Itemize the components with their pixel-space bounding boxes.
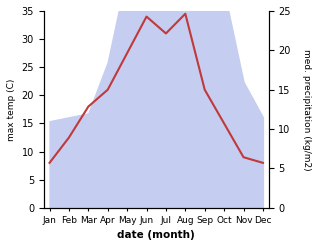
Y-axis label: med. precipitation (kg/m2): med. precipitation (kg/m2) <box>302 49 311 170</box>
Y-axis label: max temp (C): max temp (C) <box>7 78 16 141</box>
X-axis label: date (month): date (month) <box>117 230 195 240</box>
